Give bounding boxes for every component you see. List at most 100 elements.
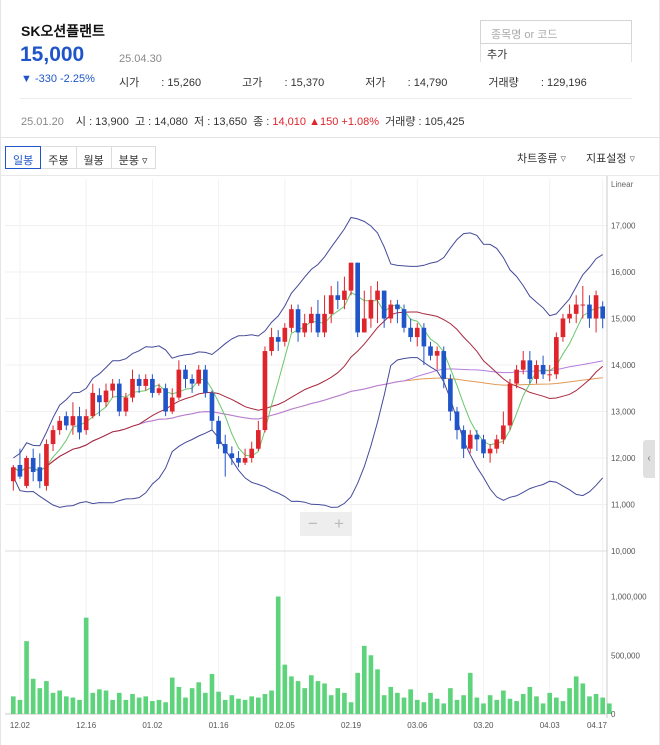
candle-body — [388, 304, 394, 319]
chevron-left-icon[interactable]: ‹ — [643, 440, 655, 478]
stat-low: 저가 : 14,790 — [365, 77, 448, 89]
candle-body — [593, 295, 599, 319]
candle — [381, 290, 387, 328]
volume-bar — [381, 695, 387, 714]
volume-bar — [474, 697, 480, 714]
candle — [130, 369, 135, 403]
candle-body — [256, 430, 261, 449]
y-tick-label: 15,000 — [611, 315, 636, 324]
candle — [520, 351, 526, 375]
candle — [163, 383, 168, 417]
tab-minute[interactable]: 분봉 ▿ — [110, 146, 156, 169]
candle — [50, 425, 56, 452]
volume-bar — [328, 695, 334, 714]
volume-bar — [57, 690, 62, 714]
candle — [342, 276, 347, 310]
candle-body — [37, 467, 43, 482]
volume-bar — [600, 697, 606, 714]
bollinger-upper-line — [13, 216, 603, 459]
candle-body — [540, 365, 546, 375]
divider — [0, 175, 660, 176]
zoom-in-button[interactable]: + — [334, 514, 344, 533]
tab-weekly[interactable]: 주봉 — [40, 146, 77, 169]
candle — [103, 383, 109, 407]
candle-body — [183, 369, 188, 379]
candle-body — [136, 378, 142, 386]
indicator-settings-dropdown[interactable]: 지표설정 ▿ — [586, 153, 636, 165]
volume-bar — [196, 682, 202, 714]
volume-bar — [593, 694, 599, 714]
daily-low: 저 : 13,650 — [194, 116, 247, 128]
volume-bar — [90, 692, 96, 714]
tab-daily[interactable]: 일봉 — [5, 146, 42, 169]
candle-body — [448, 378, 453, 412]
volume-bar — [163, 702, 168, 714]
candle — [70, 402, 76, 435]
stock-search-input[interactable]: 종목명 or 코드 — [480, 20, 632, 44]
candle-body — [77, 416, 82, 433]
candle — [63, 411, 69, 431]
ma5-line — [13, 291, 603, 473]
candle — [123, 392, 129, 417]
candle — [242, 448, 248, 465]
volume-bar — [547, 692, 553, 714]
daily-open: 시 : 13,900 — [75, 116, 129, 128]
candle-body — [275, 337, 281, 342]
x-tick-label: 04.17 — [587, 721, 608, 730]
daily-date: 25.01.20 — [21, 116, 64, 128]
stat-volume: 거래량 : 129,196 — [488, 77, 587, 89]
y-tick-label: 13,000 — [611, 408, 636, 417]
volume-bar — [302, 688, 308, 714]
tab-monthly[interactable]: 월봉 — [75, 146, 112, 169]
volume-bar — [348, 702, 354, 714]
candle — [507, 378, 513, 431]
volume-bar — [156, 699, 162, 714]
y-scale-label: Linear — [611, 180, 634, 189]
candle — [24, 455, 29, 489]
candle-body — [560, 318, 566, 338]
volume-tick-label: 1,000,000 — [611, 593, 647, 602]
candle-body — [368, 299, 374, 319]
candle — [90, 383, 96, 419]
divider — [0, 137, 660, 138]
candle — [395, 299, 400, 324]
candle — [77, 406, 82, 440]
volume-bar — [282, 664, 288, 714]
ma20-line — [13, 311, 604, 473]
candle-body — [454, 411, 460, 431]
candle-body — [282, 327, 288, 342]
candle — [434, 346, 440, 370]
volume-bar — [123, 699, 129, 714]
volume-bar — [454, 699, 460, 714]
stock-chart[interactable]: Linear 17,000 16,000 15,000 14,000 13,000 12,0… — [0, 176, 660, 745]
zoom-out-button[interactable]: − — [308, 514, 318, 533]
x-tick-label: 02.05 — [275, 721, 296, 730]
candle — [335, 281, 341, 310]
stat-open: 시가 : 15,260 — [119, 77, 202, 89]
candle — [388, 299, 394, 324]
candle-body — [441, 351, 447, 379]
candle — [494, 434, 500, 454]
bollinger-lower-line — [12, 357, 604, 508]
candle-body — [501, 425, 506, 440]
volume-bar — [30, 678, 36, 714]
x-tick-label: 01.16 — [209, 721, 230, 730]
volume-bar — [203, 692, 208, 714]
candle — [534, 360, 539, 384]
add-button[interactable]: 추가 — [487, 49, 508, 61]
volume-bar — [520, 694, 526, 714]
y-tick-label: 11,000 — [611, 501, 635, 510]
candle — [540, 355, 546, 379]
candle-body — [189, 378, 195, 384]
candle-body — [269, 337, 274, 352]
volume-bar — [249, 696, 255, 714]
candle-body — [295, 309, 301, 333]
candle — [368, 285, 374, 328]
candle-body — [573, 304, 579, 314]
volume-bar — [355, 672, 360, 714]
candle — [501, 411, 506, 445]
candle-body — [408, 327, 413, 338]
volume-bar — [10, 696, 16, 714]
chart-type-dropdown[interactable]: 차트종류 ▿ — [517, 153, 567, 165]
candle-body — [63, 416, 69, 426]
